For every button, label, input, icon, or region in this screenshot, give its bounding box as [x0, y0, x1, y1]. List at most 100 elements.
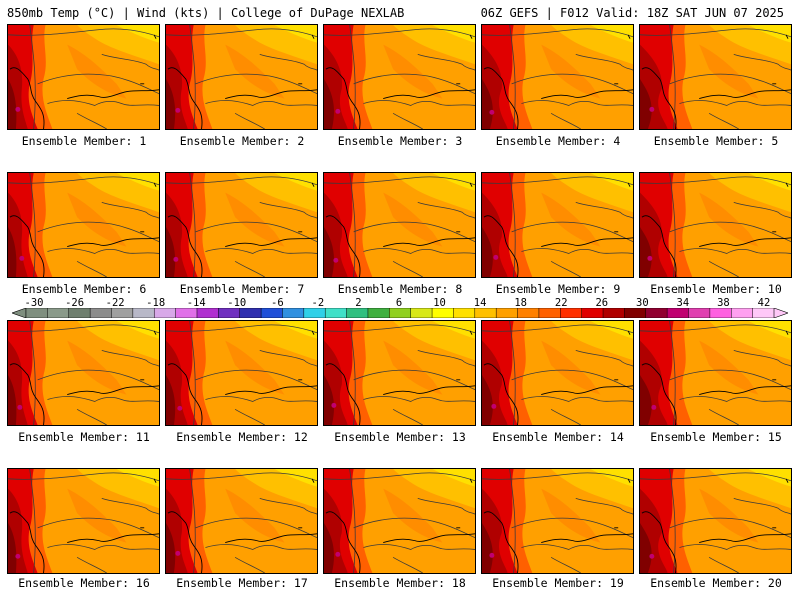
colorbar-swatch — [196, 308, 219, 318]
colorbar-tick-label: -22 — [105, 297, 125, 309]
colorbar-tick-label: 2 — [355, 297, 362, 309]
ensemble-member-9-map — [481, 172, 634, 278]
colorbar-swatch — [666, 308, 690, 318]
colorbar-tick-label: 30 — [636, 297, 649, 309]
colorbar-swatch — [517, 308, 540, 318]
member-caption: Ensemble Member: 9 — [495, 282, 621, 296]
member-caption: Ensemble Member: 1 — [21, 134, 147, 148]
colorbar-swatch — [132, 308, 155, 318]
ensemble-member-11-map — [7, 320, 160, 426]
colorbar-swatch — [260, 308, 284, 318]
member-caption: Ensemble Member: 15 — [650, 430, 782, 444]
ensemble-member-5-map — [639, 24, 792, 130]
colorbar-swatch — [602, 308, 625, 318]
member-caption: Ensemble Member: 11 — [18, 430, 150, 444]
colorbar-left-arrow — [12, 308, 27, 318]
colorbar-tick-label: -6 — [271, 297, 284, 309]
member-caption: Ensemble Member: 14 — [492, 430, 624, 444]
colorbar-tick-label: 18 — [514, 297, 527, 309]
colorbar-swatch — [731, 308, 754, 318]
ensemble-member-15-map — [639, 320, 792, 426]
ensemble-member-2-map — [165, 24, 318, 130]
colorbar-labels: -30 -26 -22 -18 -14 -10 -6 -2 2 6 10 14 18 22 26 30 34 38… — [12, 297, 800, 309]
member-caption: Ensemble Member: 8 — [337, 282, 463, 296]
colorbar-swatch — [218, 308, 241, 318]
ensemble-member-1-map — [7, 24, 160, 130]
ensemble-member-10-map — [639, 172, 792, 278]
colorbar-swatch — [538, 308, 561, 318]
colorbar-swatch — [111, 308, 134, 318]
ensemble-member-17-map — [165, 468, 318, 574]
header: 850mb Temp (°C) | Wind (kts) | College o… — [0, 0, 800, 22]
product-title: 850mb Temp (°C) | Wind (kts) | College o… — [7, 6, 405, 20]
ensemble-member-13-map — [323, 320, 476, 426]
colorbar-swatch — [474, 308, 497, 318]
colorbar-tick-label: 26 — [595, 297, 609, 309]
colorbar-tick-label: 38 — [717, 297, 730, 309]
colorbar-swatch — [645, 308, 668, 318]
colorbar-swatch — [581, 308, 604, 318]
ensemble-member-4-map — [481, 24, 634, 130]
colorbar-tick-label: 22 — [554, 297, 568, 309]
member-caption: Ensemble Member: 17 — [176, 576, 308, 590]
colorbar-scale — [12, 308, 788, 318]
ensemble-member-8-map — [323, 172, 476, 278]
member-caption: Ensemble Member: 16 — [18, 576, 150, 590]
colorbar-swatch — [495, 308, 519, 318]
member-caption: Ensemble Member: 19 — [492, 576, 624, 590]
member-caption: Ensemble Member: 3 — [337, 134, 463, 148]
colorbar-swatch — [752, 308, 775, 318]
colorbar-swatch — [25, 308, 48, 318]
colorbar-swatch — [324, 308, 348, 318]
colorbar-swatch — [175, 308, 198, 318]
ensemble-member-16-map — [7, 468, 160, 574]
member-caption: Ensemble Member: 5 — [653, 134, 779, 148]
colorbar-swatch — [346, 308, 369, 318]
colorbar-swatch — [282, 308, 305, 318]
colorbar-swatch — [709, 308, 732, 318]
colorbar-swatch — [89, 308, 113, 318]
colorbar-swatch — [303, 308, 326, 318]
member-caption: Ensemble Member: 13 — [334, 430, 466, 444]
colorbar-swatch — [431, 308, 454, 318]
ensemble-member-14-map — [481, 320, 634, 426]
colorbar-right-arrow — [773, 308, 788, 318]
colorbar-tick-label: -18 — [146, 297, 166, 309]
colorbar-tick-label: 14 — [473, 297, 487, 309]
member-caption: Ensemble Member: 4 — [495, 134, 621, 148]
colorbar-swatch — [389, 308, 412, 318]
member-caption: Ensemble Member: 2 — [179, 134, 305, 148]
colorbar-swatch — [153, 308, 177, 318]
colorbar-swatch — [239, 308, 262, 318]
ensemble-member-3-map — [323, 24, 476, 130]
member-caption: Ensemble Member: 18 — [334, 576, 466, 590]
colorbar-swatch — [367, 308, 390, 318]
colorbar-tick-label: -2 — [311, 297, 325, 309]
colorbar-tick-label: 34 — [676, 297, 690, 309]
colorbar-tick-label: 42 — [757, 297, 771, 309]
colorbar-tick-label: -30 — [24, 297, 44, 309]
colorbar-swatch — [68, 308, 91, 318]
colorbar-tick-label: 6 — [395, 297, 403, 309]
colorbar-tick-label: -10 — [227, 297, 247, 309]
ensemble-member-6-map — [7, 172, 160, 278]
colorbar-tick-label: 10 — [433, 297, 446, 309]
member-caption: Ensemble Member: 20 — [650, 576, 782, 590]
ensemble-member-19-map — [481, 468, 634, 574]
member-caption: Ensemble Member: 6 — [21, 282, 147, 296]
colorbar-swatch — [47, 308, 70, 318]
colorbar-swatch — [410, 308, 433, 318]
temperature-colorbar: -30 -26 -22 -18 -14 -10 -6 -2 2 6 10 14 18 22 26 30 34 38… — [12, 297, 788, 318]
colorbar-swatch — [560, 308, 583, 318]
colorbar-tick-label: -26 — [65, 297, 85, 309]
member-caption: Ensemble Member: 7 — [179, 282, 305, 296]
ensemble-member-12-map — [165, 320, 318, 426]
colorbar-tick-label: -14 — [186, 297, 206, 309]
ensemble-member-7-map — [165, 172, 318, 278]
member-caption: Ensemble Member: 10 — [650, 282, 782, 296]
colorbar-swatch — [624, 308, 647, 318]
colorbar-swatch — [453, 308, 476, 318]
ensemble-member-18-map — [323, 468, 476, 574]
colorbar-swatch — [688, 308, 711, 318]
member-caption: Ensemble Member: 12 — [176, 430, 308, 444]
